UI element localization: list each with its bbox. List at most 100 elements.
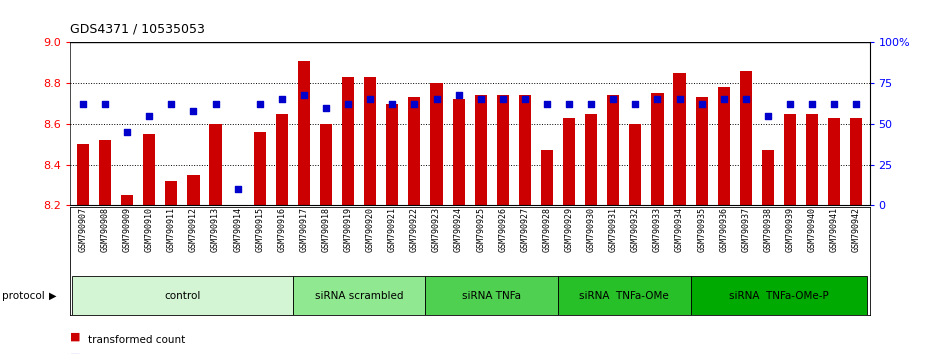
- Text: GSM790938: GSM790938: [764, 207, 773, 252]
- Bar: [293, 276, 425, 315]
- Bar: [453, 99, 465, 205]
- Text: GSM790915: GSM790915: [255, 207, 264, 252]
- Point: [562, 102, 577, 107]
- Text: ■: ■: [70, 332, 80, 342]
- Text: transformed count: transformed count: [88, 335, 186, 345]
- Text: GSM790914: GSM790914: [233, 207, 242, 252]
- Bar: [651, 93, 663, 205]
- Point: [164, 102, 179, 107]
- Text: GSM790923: GSM790923: [432, 207, 441, 252]
- Bar: [541, 150, 553, 205]
- Text: GSM790937: GSM790937: [741, 207, 751, 252]
- Point: [297, 92, 312, 97]
- Text: GSM790910: GSM790910: [145, 207, 153, 252]
- Point: [274, 97, 289, 102]
- Point: [75, 102, 90, 107]
- Point: [473, 97, 488, 102]
- Bar: [365, 77, 377, 205]
- Bar: [276, 114, 288, 205]
- Bar: [563, 118, 575, 205]
- Bar: [99, 140, 112, 205]
- Bar: [77, 144, 89, 205]
- Point: [672, 97, 687, 102]
- Point: [804, 102, 819, 107]
- Text: GSM790928: GSM790928: [542, 207, 551, 252]
- Text: ▶: ▶: [49, 291, 57, 301]
- Point: [319, 105, 334, 110]
- Text: GSM790908: GSM790908: [100, 207, 110, 252]
- Point: [120, 129, 135, 135]
- Point: [539, 102, 554, 107]
- Point: [231, 186, 246, 192]
- Bar: [607, 95, 619, 205]
- Bar: [630, 124, 642, 205]
- Bar: [320, 124, 332, 205]
- Point: [584, 102, 599, 107]
- Bar: [386, 104, 398, 205]
- Bar: [558, 276, 691, 315]
- Text: GSM790924: GSM790924: [454, 207, 463, 252]
- Text: GSM790922: GSM790922: [410, 207, 418, 252]
- Bar: [673, 73, 685, 205]
- Text: GSM790927: GSM790927: [521, 207, 529, 252]
- Point: [605, 97, 620, 102]
- Text: protocol: protocol: [2, 291, 45, 301]
- Point: [496, 97, 511, 102]
- Point: [208, 102, 223, 107]
- Point: [363, 97, 378, 102]
- Point: [650, 97, 665, 102]
- Bar: [691, 276, 868, 315]
- Bar: [254, 132, 266, 205]
- Bar: [121, 195, 133, 205]
- Point: [849, 102, 864, 107]
- Point: [186, 108, 201, 114]
- Point: [385, 102, 400, 107]
- Text: GSM790912: GSM790912: [189, 207, 198, 252]
- Bar: [784, 114, 796, 205]
- Bar: [850, 118, 862, 205]
- Bar: [497, 95, 509, 205]
- Text: GSM790925: GSM790925: [476, 207, 485, 252]
- Text: ■: ■: [70, 353, 80, 354]
- Bar: [762, 150, 774, 205]
- Point: [738, 97, 753, 102]
- Point: [340, 102, 355, 107]
- Point: [827, 102, 842, 107]
- Text: GSM790920: GSM790920: [365, 207, 375, 252]
- Bar: [425, 276, 558, 315]
- Text: GDS4371 / 10535053: GDS4371 / 10535053: [70, 22, 205, 35]
- Bar: [431, 83, 443, 205]
- Text: GSM790933: GSM790933: [653, 207, 662, 252]
- Bar: [188, 175, 200, 205]
- Bar: [209, 124, 221, 205]
- Text: GSM790932: GSM790932: [631, 207, 640, 252]
- Bar: [585, 114, 597, 205]
- Text: GSM790935: GSM790935: [698, 207, 706, 252]
- Text: siRNA scrambled: siRNA scrambled: [315, 291, 404, 301]
- Text: GSM790940: GSM790940: [807, 207, 817, 252]
- Bar: [298, 61, 310, 205]
- Bar: [166, 181, 178, 205]
- Text: GSM790939: GSM790939: [786, 207, 794, 252]
- Text: GSM790921: GSM790921: [388, 207, 397, 252]
- Bar: [718, 87, 730, 205]
- Point: [252, 102, 267, 107]
- Bar: [342, 77, 354, 205]
- Text: GSM790941: GSM790941: [830, 207, 839, 252]
- Text: GSM790917: GSM790917: [299, 207, 309, 252]
- Point: [694, 102, 709, 107]
- Point: [98, 102, 113, 107]
- Bar: [408, 97, 420, 205]
- Text: GSM790909: GSM790909: [123, 207, 132, 252]
- Text: GSM790934: GSM790934: [675, 207, 684, 252]
- Bar: [143, 134, 155, 205]
- Point: [407, 102, 422, 107]
- Text: GSM790930: GSM790930: [587, 207, 596, 252]
- Text: GSM790916: GSM790916: [277, 207, 286, 252]
- Text: GSM790936: GSM790936: [719, 207, 728, 252]
- Text: GSM790918: GSM790918: [322, 207, 330, 252]
- Point: [142, 113, 157, 119]
- Point: [429, 97, 444, 102]
- Point: [782, 102, 797, 107]
- Bar: [828, 118, 841, 205]
